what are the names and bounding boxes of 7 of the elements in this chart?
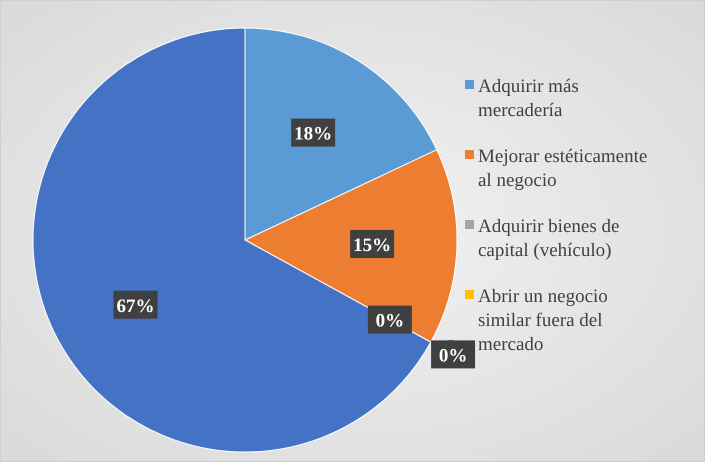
legend-label: Mejorar estéticamente al negocio	[478, 146, 648, 191]
legend-label: Abrir un negocio similar fuera del mercado	[478, 286, 608, 355]
text: 0%	[438, 345, 468, 366]
data-label: 67%	[116, 296, 155, 317]
legend-label: Adquirir bienes de capital (vehículo)	[478, 216, 620, 261]
data-label: 18%	[294, 124, 332, 145]
legend-label: Adquirir más mercadería	[478, 76, 579, 121]
